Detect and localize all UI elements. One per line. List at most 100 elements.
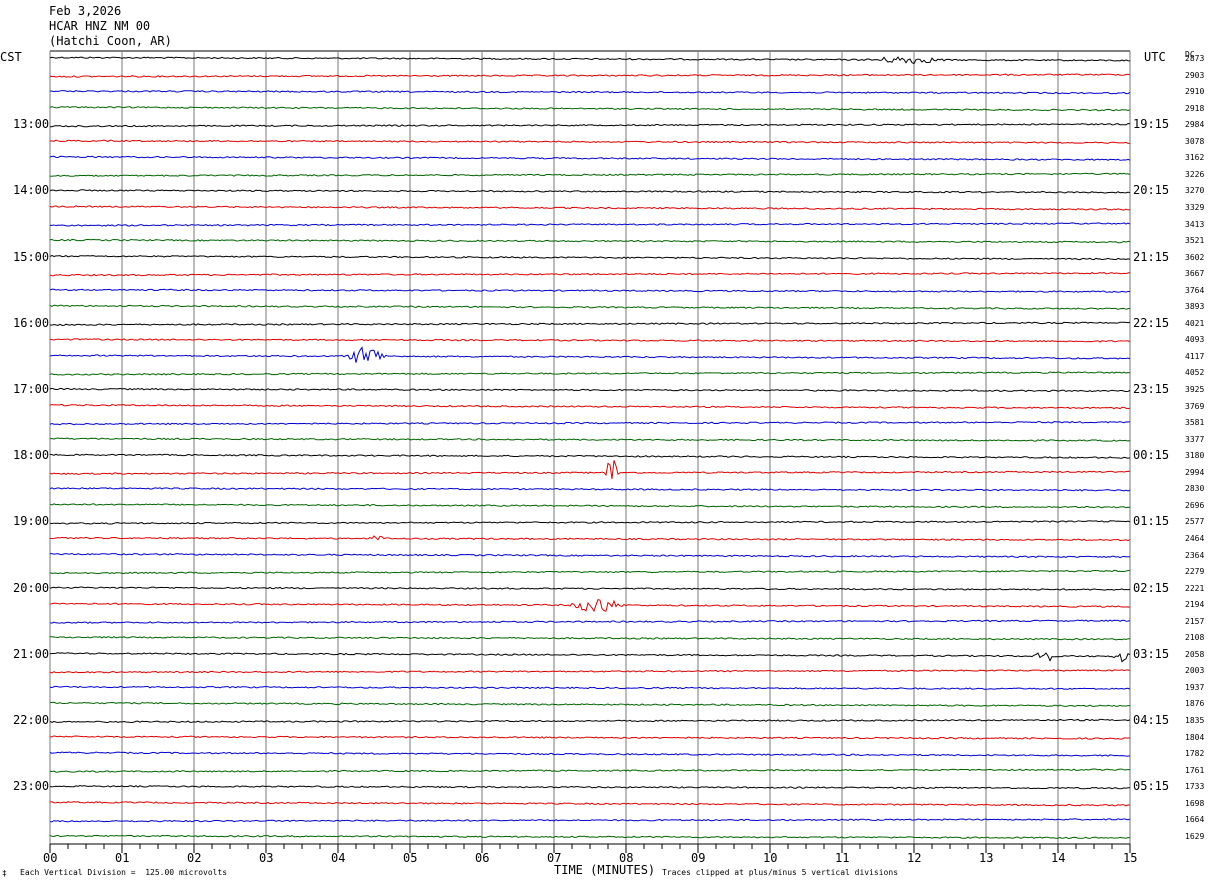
dc-offset-label: 1782: [1185, 749, 1205, 759]
left-hour-label: 16:00: [13, 315, 50, 330]
trace-row-30: [49, 552, 1131, 559]
dc-offset-label: 2873: [1185, 54, 1205, 63]
dc-offset-label: 3270: [1185, 186, 1205, 196]
right-hour-label: 20:15: [1133, 183, 1170, 198]
trace-row-8: [49, 189, 1131, 194]
x-tick-label: 03: [259, 851, 274, 865]
trace-row-29: [49, 535, 1131, 542]
trace-row-19: [49, 371, 1131, 376]
dc-offset-label: 3377: [1185, 434, 1205, 444]
dc-offset-label: 1698: [1185, 798, 1205, 808]
left-hour-label: 13:00: [13, 117, 50, 132]
right-hour-label: 01:15: [1133, 514, 1170, 529]
header-date: Feb 3,2026: [49, 4, 122, 18]
trace-row-24: [49, 453, 1131, 459]
right-hour-label: 22:15: [1133, 315, 1170, 330]
trace-row-32: [49, 586, 1131, 591]
right-hour-label: 00:15: [1133, 448, 1170, 463]
right-hour-label: 19:15: [1133, 117, 1170, 132]
dc-offset-label: 3925: [1185, 385, 1205, 394]
left-hour-label: 21:00: [13, 646, 50, 661]
left-hour-label: 23:00: [13, 779, 50, 794]
trace-row-31: [49, 569, 1131, 575]
trace-row-35: [49, 636, 1131, 641]
trace-row-36: [49, 652, 1131, 663]
dc-offset-label: 2994: [1185, 467, 1205, 477]
dc-offset-label: 3162: [1185, 153, 1205, 163]
dc-offset-label: 1835: [1185, 716, 1205, 725]
trace-row-13: [49, 271, 1131, 277]
trace-row-43: [49, 768, 1131, 773]
dc-offset-label: 1937: [1185, 682, 1205, 692]
x-axis-title: TIME (MINUTES): [554, 863, 656, 877]
x-tick-label: 06: [475, 851, 490, 865]
dc-offset-label: 1733: [1185, 782, 1205, 792]
trace-row-1: [49, 73, 1131, 78]
x-tick-label: 10: [763, 851, 778, 865]
left-hour-label: 14:00: [13, 183, 50, 198]
trace-row-45: [49, 801, 1131, 807]
dc-offset-label: 4021: [1185, 318, 1205, 328]
trace-row-10: [49, 222, 1131, 227]
dc-offset-label: 3226: [1185, 169, 1205, 179]
trace-row-42: [49, 751, 1131, 757]
x-tick-label: 05: [403, 851, 418, 865]
right-hour-label: 04:15: [1133, 713, 1170, 727]
dc-offset-label: 2058: [1185, 649, 1205, 659]
dc-offset-label: 3078: [1185, 136, 1205, 146]
trace-row-34: [49, 619, 1131, 624]
dc-offset-label: 2577: [1185, 517, 1205, 527]
dc-offset-label: 3769: [1185, 401, 1205, 411]
dc-label: DC: [1185, 50, 1195, 59]
right-hour-label: 23:15: [1133, 382, 1170, 396]
trace-row-9: [49, 205, 1130, 211]
trace-row-0: [49, 56, 1131, 65]
left-hour-label: 18:00: [13, 448, 50, 463]
dc-offset-label: 4093: [1185, 335, 1205, 345]
dc-offset-label: 3581: [1185, 418, 1205, 428]
right-hour-label: 02:15: [1133, 580, 1170, 595]
dc-offset-label: 1664: [1185, 815, 1205, 825]
dc-offset-label: 3893: [1185, 302, 1205, 312]
footer-mark: ‡: [2, 869, 7, 878]
trace-row-28: [49, 520, 1131, 525]
dc-offset-label: 3602: [1185, 252, 1205, 262]
trace-row-37: [49, 669, 1131, 674]
x-tick-label: 14: [1051, 851, 1066, 865]
trace-row-2: [49, 89, 1131, 95]
trace-row-5: [49, 139, 1131, 144]
dc-offset-label: 1876: [1185, 699, 1205, 709]
header-location: (Hatchi Coon, AR): [49, 34, 172, 48]
trace-row-27: [49, 503, 1131, 509]
dc-offset-label: 2910: [1185, 87, 1205, 97]
dc-offset-label: 2364: [1185, 550, 1205, 560]
trace-row-38: [49, 685, 1131, 690]
trace-row-7: [49, 172, 1131, 177]
right-axis-label: UTC: [1144, 50, 1166, 64]
x-tick-label: 04: [331, 851, 346, 865]
x-tick-label: 13: [979, 851, 994, 865]
trace-row-23: [49, 437, 1131, 442]
dc-offset-label: 2464: [1185, 533, 1205, 543]
trace-row-16: [49, 321, 1131, 326]
trace-row-33: [49, 599, 1131, 613]
trace-row-17: [49, 338, 1131, 343]
left-hour-label: 15:00: [13, 249, 50, 264]
trace-row-12: [49, 254, 1131, 261]
dc-offset-label: 2830: [1185, 484, 1205, 494]
dc-offset-label: 4117: [1185, 351, 1205, 361]
trace-row-39: [49, 701, 1131, 707]
dc-offset-label: 3329: [1185, 202, 1205, 212]
dc-offset-label: 3180: [1185, 451, 1205, 461]
dc-offset-label: 2157: [1185, 616, 1205, 626]
trace-row-26: [49, 487, 1131, 492]
x-tick-label: 11: [835, 851, 850, 865]
right-hour-label: 03:15: [1133, 646, 1170, 661]
dc-offset-label: 3667: [1185, 269, 1205, 279]
dc-offset-label: 3764: [1185, 285, 1205, 295]
dc-offset-label: 2221: [1185, 583, 1205, 593]
x-tick-label: 01: [115, 851, 130, 865]
x-tick-label: 07: [547, 851, 562, 865]
dc-offset-label: 1804: [1185, 732, 1205, 742]
